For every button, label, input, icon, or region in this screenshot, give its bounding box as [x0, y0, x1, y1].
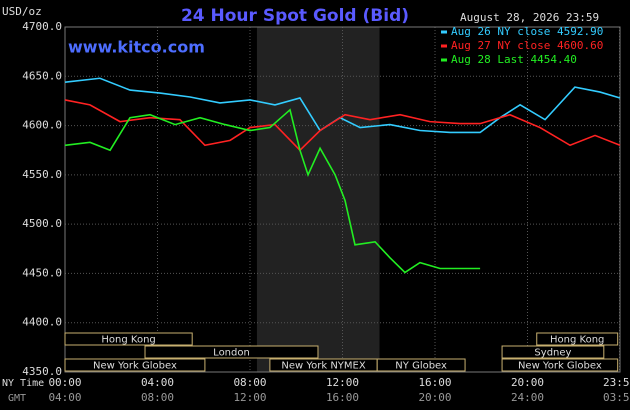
- y-tick-label: 4500.0: [22, 217, 62, 230]
- x2-tick-label: 24:00: [511, 391, 544, 404]
- x-tick-label: 20:00: [511, 376, 544, 389]
- series-line: [64, 77, 621, 134]
- x-tick-label: 00:00: [48, 376, 81, 389]
- session-label: New York Globex: [518, 361, 602, 372]
- session-label: NY Globex: [395, 361, 447, 372]
- session-label: Hong Kong: [101, 335, 155, 346]
- plot-frame: [64, 26, 621, 373]
- x-tick-label: 12:00: [326, 376, 359, 389]
- x-row-label: NY Time: [2, 378, 44, 389]
- x2-tick-label: 03:59: [603, 391, 630, 404]
- session-label: London: [213, 348, 250, 359]
- session-box: [376, 358, 466, 372]
- y-tick-label: 4650.0: [22, 69, 62, 82]
- chart-title: 24 Hour Spot Gold (Bid): [181, 6, 409, 26]
- series-line: [64, 108, 481, 274]
- y-tick-label: 4350.0: [22, 365, 62, 378]
- session-box: [501, 358, 619, 372]
- x2-tick-label: 08:00: [141, 391, 174, 404]
- session-box: [536, 332, 619, 346]
- x2-row-label: GMT: [8, 393, 26, 404]
- session-box: [64, 332, 193, 346]
- session-box: [144, 345, 319, 359]
- x2-tick-label: 12:00: [233, 391, 266, 404]
- y-tick-label: 4400.0: [22, 316, 62, 329]
- session-label: New York Globex: [93, 361, 177, 372]
- session-box: [64, 358, 206, 372]
- x-tick-label: 08:00: [233, 376, 266, 389]
- legend-label: Aug 26 NY close 4592.90: [451, 25, 603, 38]
- session-label: New York NYMEX: [281, 361, 366, 372]
- y-tick-label: 4450.0: [22, 266, 62, 279]
- session-label: Hong Kong: [550, 335, 604, 346]
- unit-label: USD/oz: [2, 5, 42, 18]
- legend-label: Aug 27 NY close 4600.60: [451, 39, 603, 52]
- y-tick-label: 4550.0: [22, 168, 62, 181]
- session-label: Sydney: [534, 348, 571, 359]
- legend-label: Aug 28 Last 4454.40: [451, 53, 577, 66]
- x2-tick-label: 20:00: [418, 391, 451, 404]
- x2-tick-label: 04:00: [48, 391, 81, 404]
- y-tick-label: 4600.0: [22, 119, 62, 132]
- x-tick-label: 23:59: [603, 376, 630, 389]
- timestamp: August 28, 2026 23:59: [460, 11, 599, 24]
- series-line: [64, 99, 621, 152]
- x2-tick-label: 16:00: [326, 391, 359, 404]
- x-tick-label: 16:00: [418, 376, 451, 389]
- y-tick-label: 4700.0: [22, 20, 62, 33]
- x-tick-label: 04:00: [141, 376, 174, 389]
- session-box: [501, 345, 605, 359]
- shaded-region: [256, 27, 380, 372]
- site-url: www.kitco.com: [68, 38, 205, 57]
